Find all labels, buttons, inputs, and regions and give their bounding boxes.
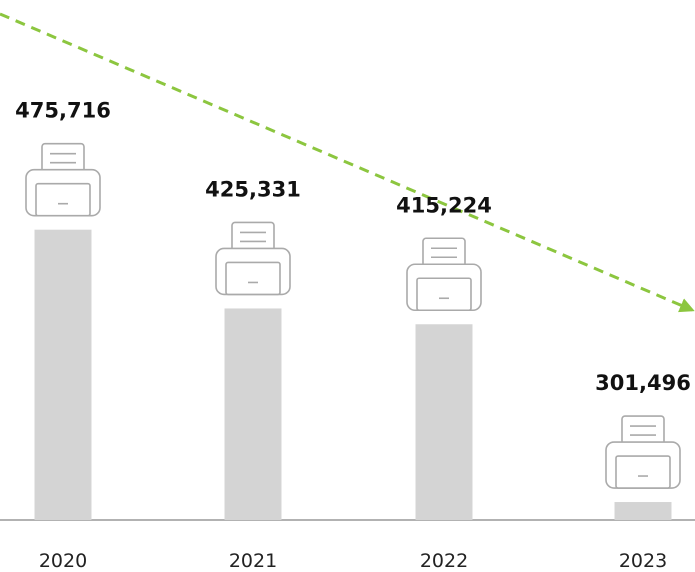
icon-tray [35,182,91,217]
printer-icon [25,142,101,217]
value-label: 301,496 [595,371,691,395]
printer-icon [605,415,681,489]
x-tick-label: 2022 [420,550,468,572]
bar [34,229,92,520]
icon-tray [225,261,281,296]
printer-icon [215,221,291,296]
printer-icon [406,237,482,312]
value-label: 475,716 [15,99,111,123]
value-label: 425,331 [205,177,301,201]
x-tick-label: 2021 [229,550,277,572]
x-tick-label: 2023 [619,550,667,572]
bar [415,324,473,520]
bar [224,308,282,520]
icon-tray [615,455,671,489]
bar [614,502,672,520]
icon-tray [416,277,472,312]
trend-arrow [0,12,695,313]
x-tick-label: 2020 [39,550,87,572]
value-label: 415,224 [396,193,492,217]
